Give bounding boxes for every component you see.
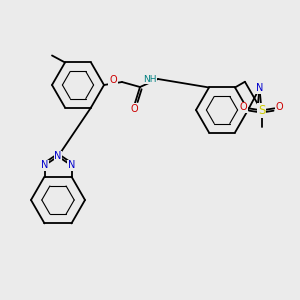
- Text: N: N: [68, 160, 75, 170]
- Text: N: N: [41, 160, 48, 170]
- Text: O: O: [276, 102, 283, 112]
- Text: O: O: [240, 102, 247, 112]
- Text: O: O: [109, 75, 117, 85]
- Text: NH: NH: [143, 74, 157, 83]
- Text: N: N: [256, 83, 263, 93]
- Text: S: S: [258, 104, 265, 117]
- Text: N: N: [54, 152, 62, 161]
- Text: O: O: [130, 104, 138, 114]
